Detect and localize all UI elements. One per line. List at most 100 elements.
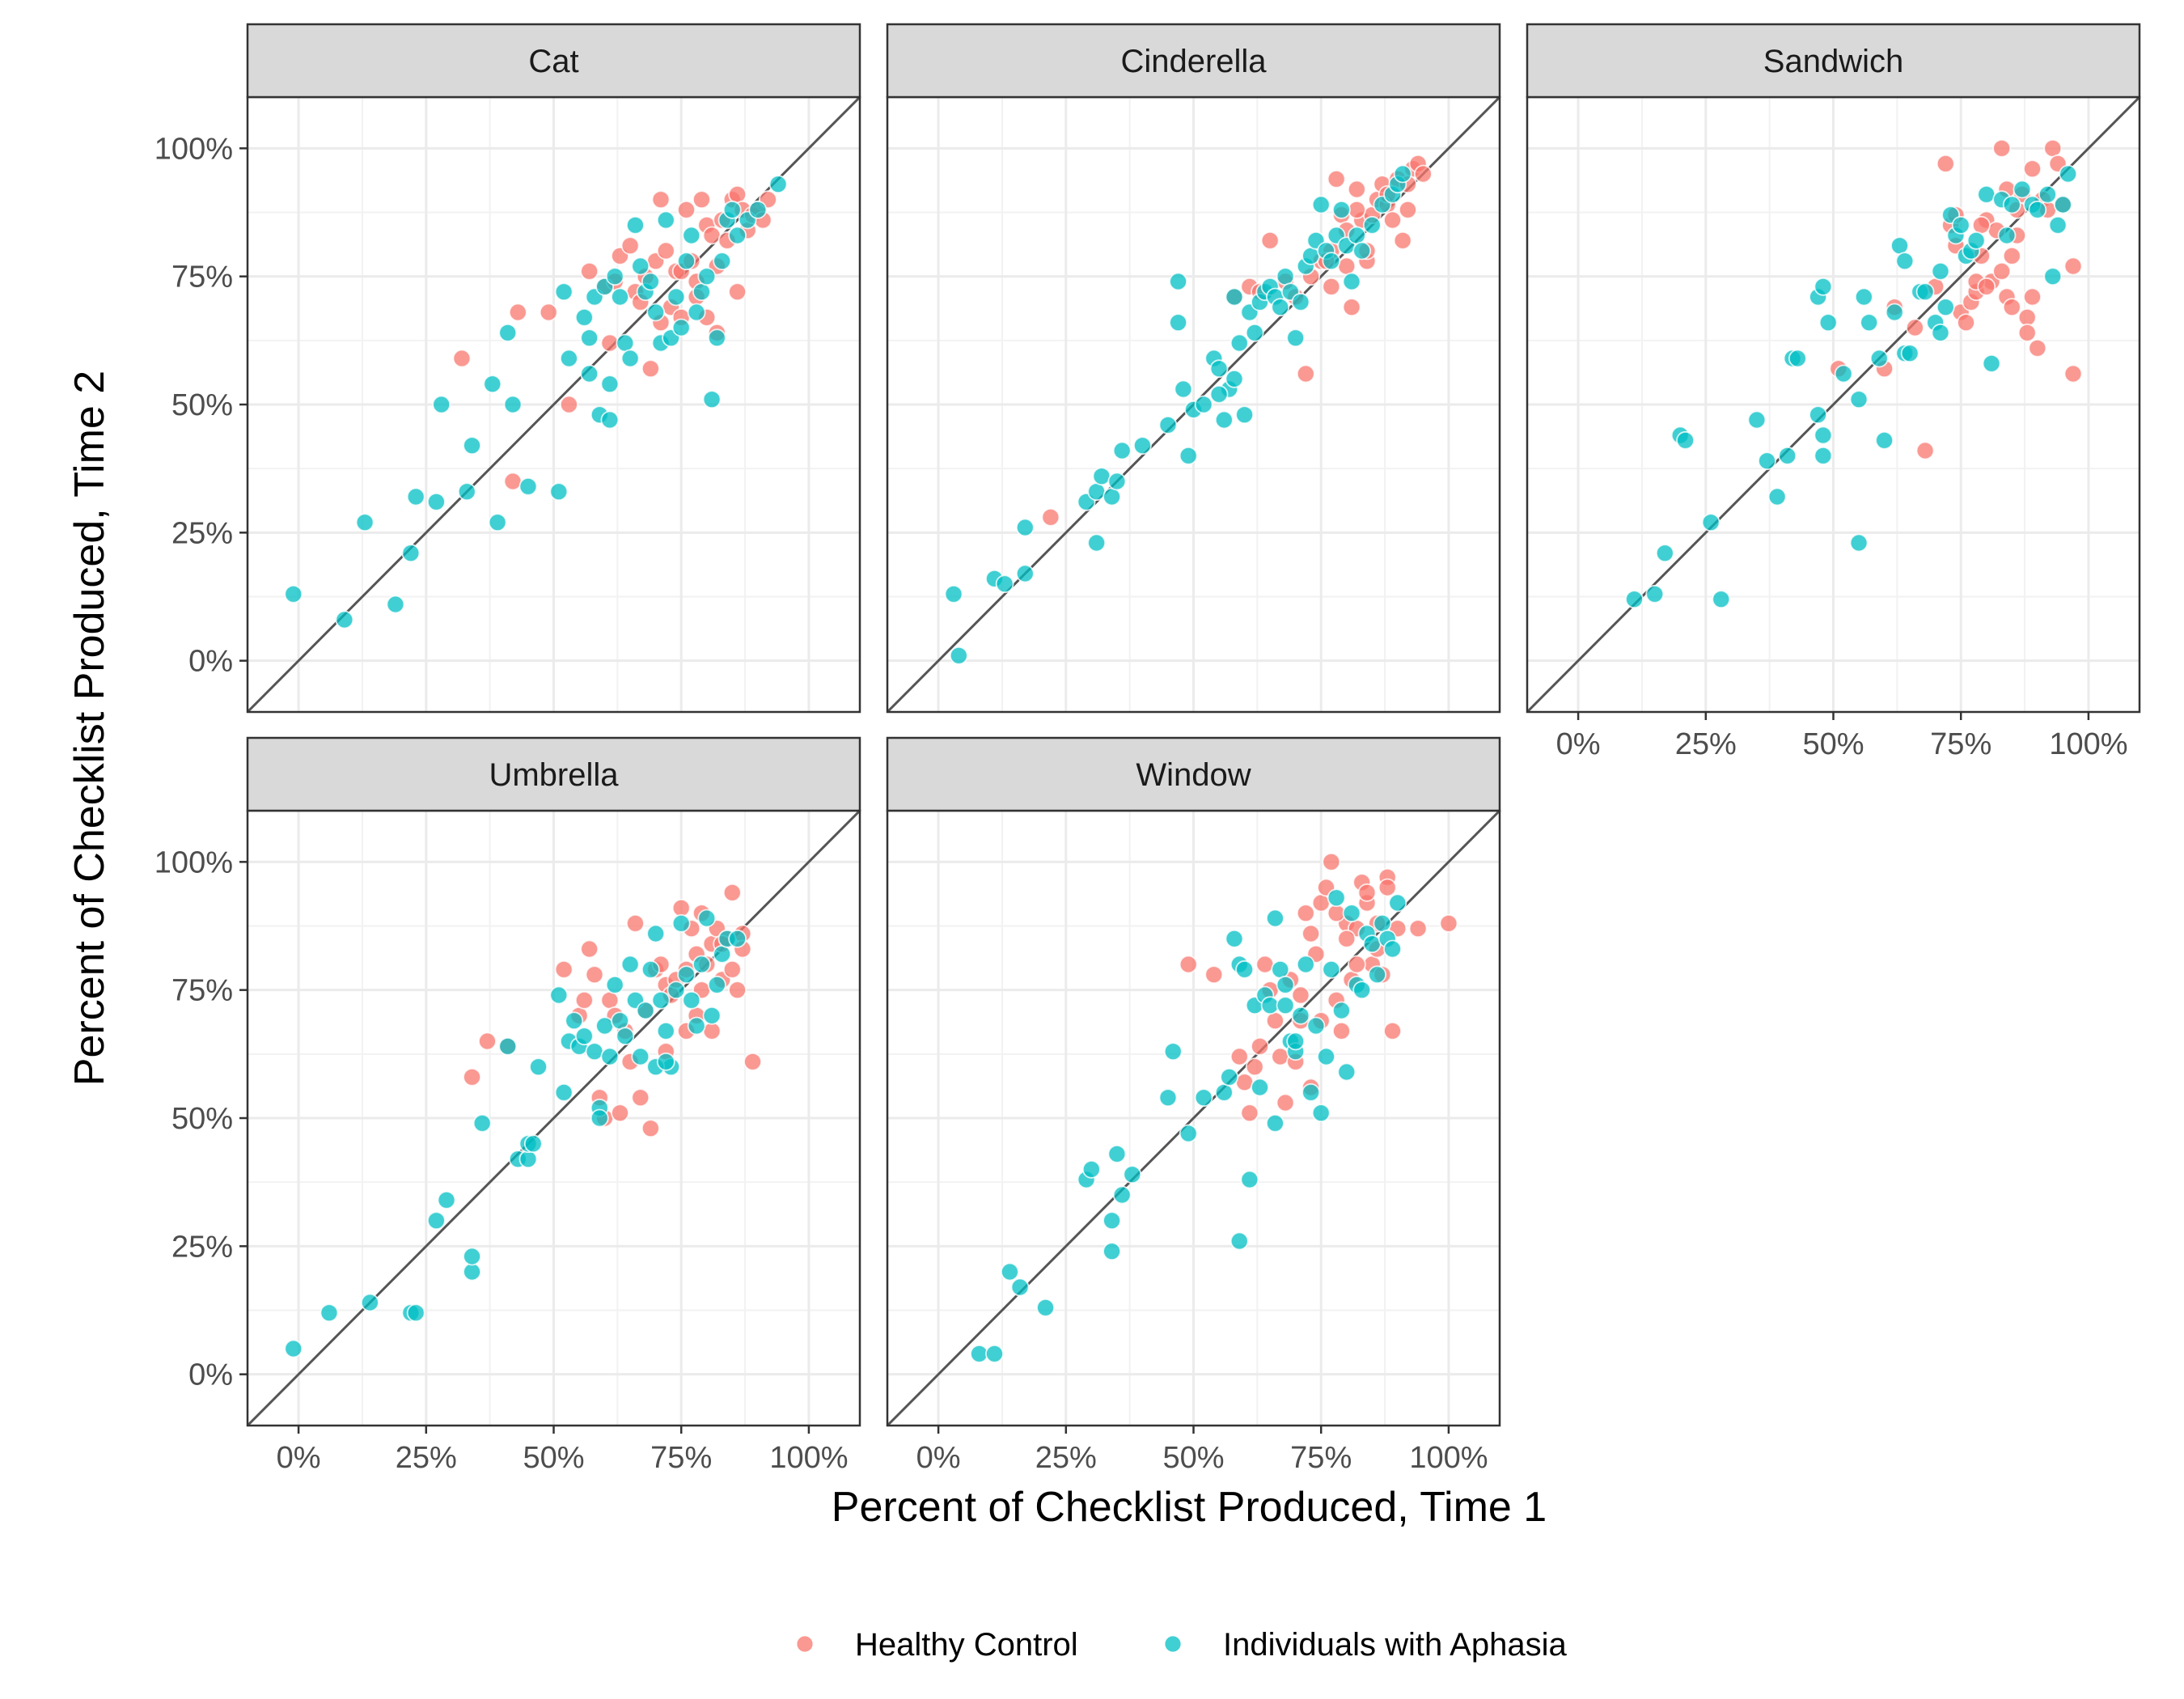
point-individuals-with-aphasia bbox=[2059, 164, 2078, 184]
point-individuals-with-aphasia bbox=[646, 303, 666, 322]
point-healthy-control bbox=[1383, 1021, 1402, 1040]
point-healthy-control bbox=[2017, 307, 2037, 327]
point-individuals-with-aphasia bbox=[1931, 323, 1950, 342]
point-individuals-with-aphasia bbox=[1225, 369, 1244, 388]
point-healthy-control bbox=[1240, 1104, 1259, 1123]
point-individuals-with-aphasia bbox=[580, 364, 599, 383]
point-individuals-with-aphasia bbox=[702, 1006, 722, 1025]
x-tick-label: 50% bbox=[1802, 727, 1864, 761]
point-healthy-control bbox=[1204, 965, 1224, 985]
point-individuals-with-aphasia bbox=[1977, 184, 1996, 204]
point-individuals-with-aphasia bbox=[692, 955, 711, 974]
point-individuals-with-aphasia bbox=[335, 610, 354, 629]
points-layer bbox=[284, 175, 788, 629]
point-individuals-with-aphasia bbox=[1915, 282, 1935, 302]
point-healthy-control bbox=[503, 472, 523, 491]
point-healthy-control bbox=[1296, 904, 1315, 923]
point-healthy-control bbox=[1302, 924, 1320, 943]
point-healthy-control bbox=[452, 349, 472, 368]
point-healthy-control bbox=[2028, 338, 2047, 358]
x-tick-label: 25% bbox=[396, 1441, 457, 1475]
point-individuals-with-aphasia bbox=[483, 375, 502, 394]
point-individuals-with-aphasia bbox=[671, 318, 691, 337]
point-individuals-with-aphasia bbox=[1625, 590, 1644, 609]
point-individuals-with-aphasia bbox=[284, 584, 303, 604]
point-individuals-with-aphasia bbox=[1163, 1042, 1183, 1061]
point-individuals-with-aphasia bbox=[728, 226, 747, 245]
point-individuals-with-aphasia bbox=[565, 1011, 584, 1031]
point-individuals-with-aphasia bbox=[1225, 287, 1244, 307]
legend: Healthy Control Individuals with Aphasia bbox=[795, 1627, 1567, 1663]
point-healthy-control bbox=[1992, 261, 2012, 281]
point-individuals-with-aphasia bbox=[518, 477, 538, 496]
point-individuals-with-aphasia bbox=[1890, 236, 1909, 256]
point-individuals-with-aphasia bbox=[985, 1344, 1004, 1363]
point-healthy-control bbox=[1972, 215, 1991, 235]
point-individuals-with-aphasia bbox=[1214, 410, 1234, 430]
point-individuals-with-aphasia bbox=[406, 1303, 425, 1323]
points-layer bbox=[970, 852, 1458, 1363]
point-individuals-with-aphasia bbox=[2048, 215, 2068, 235]
point-individuals-with-aphasia bbox=[463, 1262, 481, 1282]
point-individuals-with-aphasia bbox=[1036, 1298, 1055, 1317]
point-individuals-with-aphasia bbox=[1291, 1006, 1310, 1025]
point-individuals-with-aphasia bbox=[1087, 533, 1107, 553]
point-healthy-control bbox=[1936, 154, 1955, 173]
point-individuals-with-aphasia bbox=[1931, 261, 1950, 281]
point-healthy-control bbox=[2023, 287, 2042, 307]
point-individuals-with-aphasia bbox=[1209, 359, 1229, 379]
point-healthy-control bbox=[580, 261, 599, 281]
point-individuals-with-aphasia bbox=[1015, 564, 1035, 583]
point-individuals-with-aphasia bbox=[722, 200, 742, 219]
x-tick-label: 0% bbox=[916, 1441, 961, 1475]
point-healthy-control bbox=[728, 981, 747, 1000]
point-individuals-with-aphasia bbox=[1373, 913, 1392, 933]
point-individuals-with-aphasia bbox=[616, 333, 635, 353]
point-healthy-control bbox=[1327, 904, 1346, 923]
points-layer bbox=[944, 154, 1433, 665]
point-individuals-with-aphasia bbox=[1347, 226, 1366, 245]
point-individuals-with-aphasia bbox=[611, 1011, 629, 1031]
point-individuals-with-aphasia bbox=[1158, 415, 1178, 434]
point-healthy-control bbox=[2043, 138, 2063, 158]
point-individuals-with-aphasia bbox=[1327, 888, 1346, 908]
point-healthy-control bbox=[1230, 1047, 1249, 1066]
point-individuals-with-aphasia bbox=[1747, 410, 1767, 430]
point-healthy-control bbox=[1906, 318, 1924, 337]
point-individuals-with-aphasia bbox=[1388, 893, 1407, 913]
point-individuals-with-aphasia bbox=[687, 1016, 706, 1036]
point-individuals-with-aphasia bbox=[651, 990, 671, 1010]
point-individuals-with-aphasia bbox=[1352, 241, 1372, 261]
point-individuals-with-aphasia bbox=[595, 1016, 614, 1036]
y-tick-label: 75% bbox=[171, 261, 233, 294]
y-tick-label: 100% bbox=[154, 845, 233, 879]
panels-layer: Cat 0% 25% 50% 75% 100% Cinderella Sandwich 0% 25… bbox=[154, 23, 2141, 1475]
point-individuals-with-aphasia bbox=[682, 990, 701, 1010]
point-individuals-with-aphasia bbox=[692, 282, 711, 302]
point-healthy-control bbox=[1311, 893, 1331, 913]
point-individuals-with-aphasia bbox=[360, 1293, 379, 1312]
point-healthy-control bbox=[656, 241, 675, 261]
point-individuals-with-aphasia bbox=[518, 1150, 538, 1169]
point-individuals-with-aphasia bbox=[1788, 349, 1807, 368]
point-healthy-control bbox=[1332, 1021, 1351, 1040]
point-individuals-with-aphasia bbox=[1655, 544, 1674, 563]
x-tick-label: 0% bbox=[277, 1441, 321, 1475]
point-individuals-with-aphasia bbox=[656, 210, 675, 230]
point-individuals-with-aphasia bbox=[1169, 272, 1187, 291]
point-individuals-with-aphasia bbox=[1302, 246, 1320, 265]
point-individuals-with-aphasia bbox=[656, 1021, 675, 1040]
identity-reference-line bbox=[248, 811, 860, 1426]
point-individuals-with-aphasia bbox=[2038, 184, 2057, 204]
point-healthy-control bbox=[677, 200, 696, 219]
y-tick-label: 75% bbox=[171, 974, 233, 1008]
point-individuals-with-aphasia bbox=[1860, 313, 1879, 333]
point-healthy-control bbox=[1245, 1057, 1264, 1077]
point-individuals-with-aphasia bbox=[2053, 195, 2072, 214]
point-individuals-with-aphasia bbox=[1311, 195, 1331, 214]
y-tick-label: 0% bbox=[188, 1358, 233, 1392]
point-individuals-with-aphasia bbox=[1383, 939, 1402, 959]
legend-label-healthy-control: Healthy Control bbox=[855, 1627, 1078, 1663]
point-healthy-control bbox=[1342, 298, 1361, 317]
x-tick-label: 100% bbox=[1409, 1441, 1488, 1475]
